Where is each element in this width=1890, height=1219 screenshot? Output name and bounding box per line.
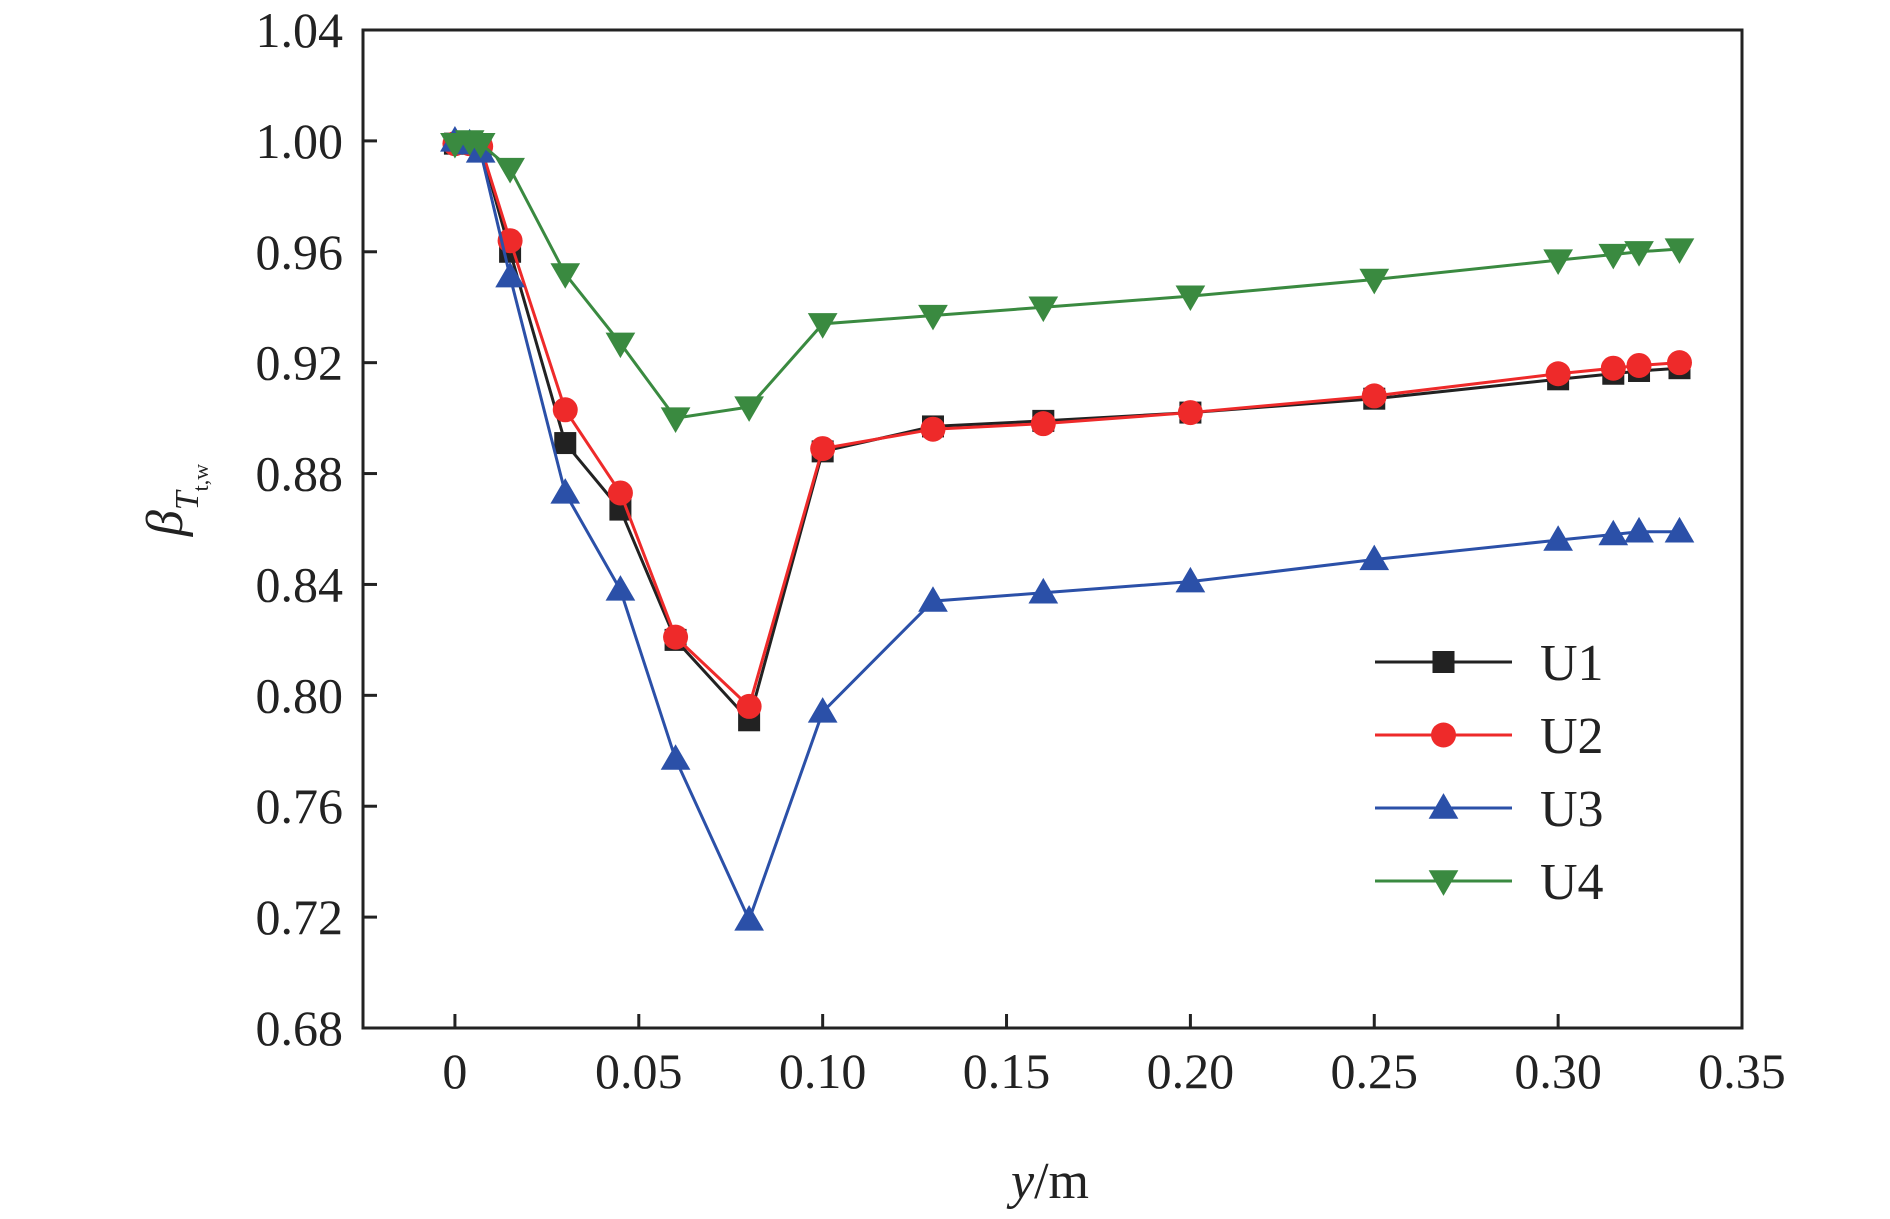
y-tick-label: 0.80 <box>256 667 344 723</box>
y-tick-label: 0.92 <box>256 335 344 391</box>
legend-marker-u3 <box>1428 793 1459 819</box>
y-tick-label: 0.76 <box>256 778 344 834</box>
data-point-u2 <box>1666 350 1692 376</box>
data-point-u2 <box>810 436 836 462</box>
data-point-u4 <box>1624 241 1654 267</box>
x-tick-label: 0.05 <box>595 1043 683 1099</box>
data-point-u3 <box>1664 516 1695 543</box>
data-point-u2 <box>1545 361 1571 387</box>
data-point-u4 <box>1664 238 1695 264</box>
data-point-u4 <box>1543 249 1573 275</box>
data-point-u3 <box>495 261 525 288</box>
x-tick-label: 0.25 <box>1331 1043 1419 1099</box>
x-axis-label-variable: y <box>1006 1153 1035 1210</box>
data-point-u4 <box>605 332 636 359</box>
legend: U1 U2 U3 U4 <box>1375 635 1604 911</box>
legend-label-u1: U1 <box>1540 635 1604 692</box>
y-axis-label-subsubscript: t,w <box>188 464 213 492</box>
y-axis-label-subscript: T <box>169 489 206 510</box>
data-point-u4 <box>918 304 948 331</box>
data-point-u3 <box>550 478 581 504</box>
series-u1 <box>443 132 1691 732</box>
data-point-u2 <box>1600 355 1626 381</box>
data-point-u3 <box>918 586 948 612</box>
axes-layer: 0 0.05 0.10 0.15 0.20 0.25 0.30 0.35 0.68 0.72 0.7… <box>256 2 1786 1099</box>
data-point-u4 <box>550 263 581 289</box>
x-tick-label: 0.10 <box>779 1043 867 1099</box>
y-tick-label: 1.04 <box>256 2 344 58</box>
data-point-u2 <box>607 480 633 506</box>
legend-item-u1: U1 <box>1375 635 1604 692</box>
data-point-u2 <box>1361 383 1387 409</box>
legend-marker-u2 <box>1431 722 1456 748</box>
data-point-u2 <box>736 693 762 719</box>
data-point-u3 <box>1028 577 1059 604</box>
series-u2 <box>442 131 1692 719</box>
data-point-u3 <box>734 905 764 931</box>
plot-frame <box>361 28 1744 1030</box>
data-point-u4 <box>1598 243 1629 270</box>
data-point-u2 <box>920 416 946 442</box>
data-point-u3 <box>1624 516 1654 543</box>
y-axis-label-symbol: β <box>137 510 194 537</box>
legend-label-u4: U4 <box>1540 854 1604 911</box>
data-point-u3 <box>807 697 838 723</box>
y-tick-label: 1.00 <box>256 113 344 169</box>
x-axis-label: y/m <box>1006 1153 1089 1210</box>
data-point-u2 <box>663 624 689 650</box>
legend-marker-u1 <box>1432 651 1455 673</box>
data-point-u3 <box>1543 525 1573 551</box>
y-axis-label: βTt,w <box>137 464 213 537</box>
series-line-u2 <box>454 142 1680 710</box>
x-tick-label: 0.30 <box>1514 1043 1602 1099</box>
series-layer <box>440 126 1695 931</box>
data-point-u4 <box>660 407 691 433</box>
data-point-u4 <box>1359 268 1390 295</box>
series-u4 <box>440 130 1695 433</box>
x-tick-label: 0.35 <box>1698 1043 1786 1099</box>
data-point-u4 <box>1175 285 1206 311</box>
data-point-u3 <box>1175 566 1206 593</box>
x-axis-label-unit: /m <box>1034 1153 1089 1210</box>
data-point-u2 <box>552 397 578 423</box>
series-line-u3 <box>454 139 1680 924</box>
data-point-u3 <box>1359 544 1390 571</box>
x-tick-label: 0 <box>442 1043 467 1099</box>
data-point-u2 <box>1030 411 1056 437</box>
legend-label-u3: U3 <box>1540 781 1604 838</box>
x-tick-label: 0.20 <box>1147 1043 1235 1099</box>
y-tick-label: 0.96 <box>256 224 344 280</box>
data-point-u4 <box>807 313 838 339</box>
legend-label-u2: U2 <box>1540 708 1604 765</box>
legend-item-u4: U4 <box>1375 854 1604 911</box>
legend-item-u2: U2 <box>1375 708 1604 765</box>
data-point-u2 <box>1626 352 1652 378</box>
x-tick-label: 0.15 <box>963 1043 1051 1099</box>
y-tick-label: 0.84 <box>256 556 344 612</box>
y-tick-label: 0.88 <box>256 446 344 502</box>
data-point-u3 <box>660 744 691 770</box>
data-point-u4 <box>465 132 496 159</box>
legend-marker-u4 <box>1428 870 1459 896</box>
legend-item-u3: U3 <box>1375 781 1604 838</box>
data-point-u2 <box>1177 400 1203 426</box>
data-point-u4 <box>1028 296 1059 323</box>
y-tick-label: 0.68 <box>256 1000 344 1056</box>
y-tick-label: 0.72 <box>256 889 344 945</box>
data-point-u3 <box>605 575 636 601</box>
data-point-u1 <box>554 432 577 455</box>
data-point-u3 <box>1598 519 1629 546</box>
series-line-u4 <box>454 139 1680 420</box>
data-point-u4 <box>495 157 525 184</box>
series-line-u1 <box>454 142 1680 724</box>
data-point-u4 <box>734 396 764 422</box>
